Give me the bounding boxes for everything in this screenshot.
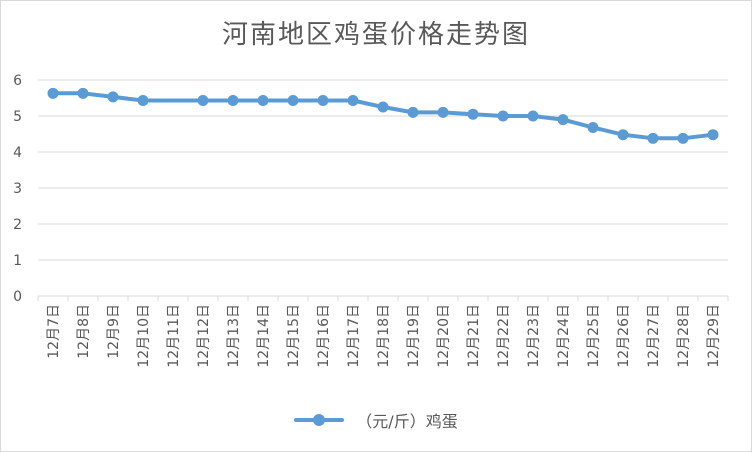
- data-point: [107, 91, 119, 103]
- x-tick-label: 12月14日: [256, 304, 272, 368]
- data-point: [197, 95, 209, 107]
- series-egg-price: [47, 87, 719, 144]
- data-point: [377, 101, 389, 113]
- data-point: [467, 108, 479, 120]
- x-tick-label: 12月26日: [616, 304, 632, 368]
- x-axis-ticks: 12月7日 12月8日 12月9日 12月10日 12月11日 12月12日 12月13日 1…: [46, 304, 722, 368]
- data-point: [647, 132, 659, 144]
- y-tick-label: 6: [13, 73, 22, 89]
- x-tick-label: 12月24日: [556, 304, 572, 368]
- x-tick-label: 12月22日: [496, 304, 512, 368]
- x-tick-label: 12月10日: [136, 304, 152, 368]
- y-axis-ticks: 0 1 2 3 4 5 6: [13, 73, 22, 305]
- x-tick-label: 12月16日: [316, 304, 332, 368]
- data-point: [437, 106, 449, 118]
- x-tick-label: 12月25日: [586, 304, 602, 368]
- x-tick-label: 12月18日: [376, 304, 392, 368]
- x-tick-label: 12月20日: [436, 304, 452, 368]
- chart-title: 河南地区鸡蛋价格走势图: [221, 20, 530, 50]
- x-tick-label: 12月15日: [286, 304, 302, 368]
- data-point: [137, 95, 149, 107]
- x-tick-label: 12月7日: [46, 304, 62, 359]
- x-tick-label: 12月9日: [106, 304, 122, 359]
- x-tick-label: 12月12日: [196, 304, 212, 368]
- x-tick-label: 12月27日: [646, 304, 662, 368]
- y-tick-label: 5: [13, 109, 22, 125]
- x-tick-label: 12月28日: [676, 304, 692, 368]
- x-tick-label: 12月21日: [466, 304, 482, 368]
- data-point: [77, 87, 89, 99]
- y-tick-label: 0: [13, 289, 22, 305]
- y-tick-label: 4: [13, 145, 22, 161]
- data-point: [617, 129, 629, 141]
- legend-marker-icon: [294, 414, 345, 426]
- legend-label: （元/斤）鸡蛋: [356, 412, 458, 431]
- x-tick-label: 12月8日: [76, 304, 92, 359]
- gridlines: [37, 79, 729, 301]
- y-tick-label: 3: [13, 181, 22, 197]
- data-point: [587, 122, 599, 134]
- y-tick-label: 1: [13, 253, 22, 269]
- data-point: [257, 95, 269, 107]
- data-point: [227, 95, 239, 107]
- y-tick-label: 2: [13, 217, 22, 233]
- data-point: [347, 95, 359, 107]
- x-tick-label: 12月11日: [166, 304, 182, 368]
- data-point: [407, 106, 419, 118]
- data-point: [707, 129, 719, 141]
- data-point: [677, 132, 689, 144]
- x-tick-label: 12月17日: [346, 304, 362, 368]
- data-point: [557, 114, 569, 126]
- x-tick-label: 12月23日: [526, 304, 542, 368]
- data-point: [497, 110, 509, 122]
- data-point: [47, 87, 59, 99]
- x-tick-label: 12月19日: [406, 304, 422, 368]
- x-tick-label: 12月13日: [226, 304, 242, 368]
- data-point: [287, 95, 299, 107]
- data-point: [527, 110, 539, 122]
- legend: （元/斤）鸡蛋: [0, 408, 752, 432]
- series-line: [51, 91, 715, 141]
- data-point: [317, 95, 329, 107]
- x-tick-label: 12月29日: [706, 304, 722, 368]
